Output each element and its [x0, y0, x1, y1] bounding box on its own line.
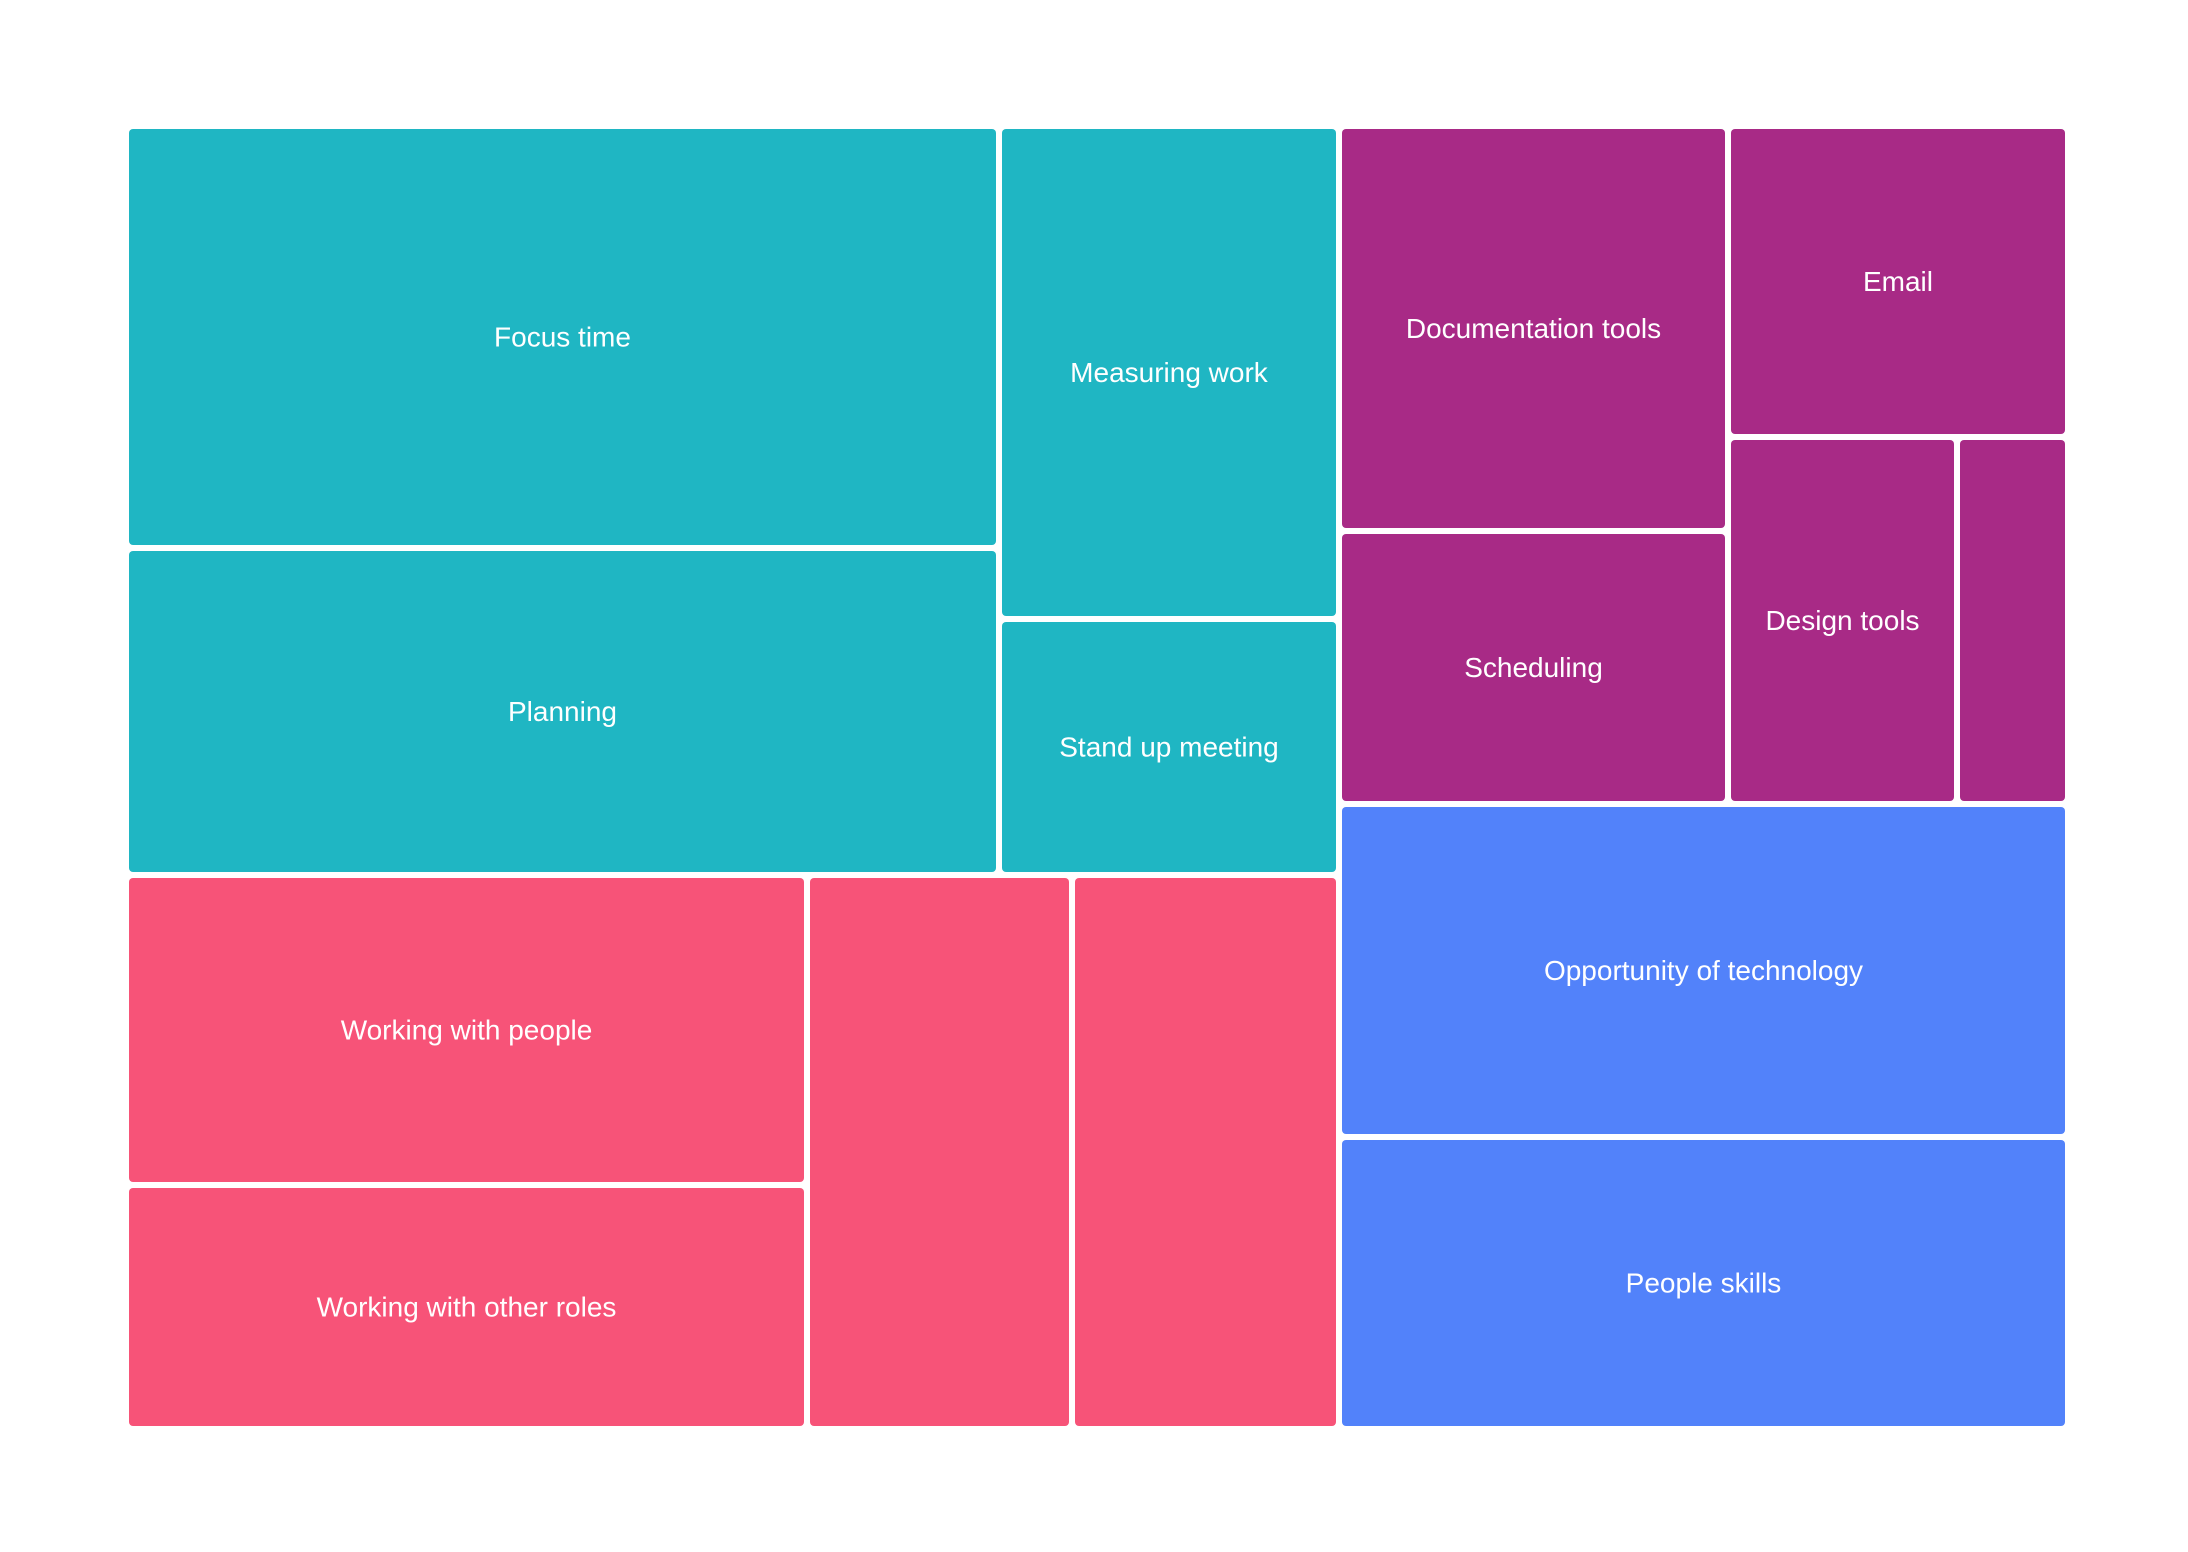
treemap-tile-scheduling[interactable]: Scheduling: [1342, 534, 1725, 801]
treemap-tile-unlabeled-11[interactable]: [810, 878, 1069, 1426]
treemap-label-scheduling: Scheduling: [1464, 652, 1603, 683]
treemap-rect-documentation-tools[interactable]: [1342, 129, 1725, 528]
treemap-tile-design-tools[interactable]: Design tools: [1731, 440, 1954, 801]
treemap-tile-people-skills[interactable]: People skills: [1342, 1140, 2065, 1426]
treemap-rect-measuring-work[interactable]: [1002, 129, 1336, 616]
treemap-rect-unlabeled-8[interactable]: [1960, 440, 2065, 801]
treemap-tile-measuring-work[interactable]: Measuring work: [1002, 129, 1336, 616]
treemap-rect-unlabeled-11[interactable]: [810, 878, 1069, 1426]
treemap-label-focus-time: Focus time: [494, 322, 631, 353]
treemap-tile-working-with-people[interactable]: Working with people: [129, 878, 804, 1182]
treemap-rect-opportunity-of-technology[interactable]: [1342, 807, 2065, 1134]
treemap-tile-unlabeled-8[interactable]: [1960, 440, 2065, 801]
treemap-label-planning: Planning: [508, 696, 617, 727]
treemap-tile-unlabeled-12[interactable]: [1075, 878, 1336, 1426]
treemap-rect-design-tools[interactable]: [1731, 440, 1954, 801]
treemap-rect-unlabeled-12[interactable]: [1075, 878, 1336, 1426]
treemap-rect-planning[interactable]: [129, 551, 996, 872]
treemap-label-stand-up-meeting: Stand up meeting: [1059, 732, 1279, 763]
treemap-rect-focus-time[interactable]: [129, 129, 996, 545]
treemap-rect-working-with-people[interactable]: [129, 878, 804, 1182]
treemap-label-working-with-people: Working with people: [341, 1015, 593, 1046]
treemap-label-design-tools: Design tools: [1765, 605, 1919, 636]
treemap-tile-documentation-tools[interactable]: Documentation tools: [1342, 129, 1725, 528]
treemap-rect-stand-up-meeting[interactable]: [1002, 622, 1336, 872]
treemap-label-email: Email: [1863, 266, 1933, 297]
treemap-rect-email[interactable]: [1731, 129, 2065, 434]
treemap-label-working-with-other-roles: Working with other roles: [317, 1292, 617, 1323]
treemap-tile-working-with-other-roles[interactable]: Working with other roles: [129, 1188, 804, 1426]
treemap-tile-stand-up-meeting[interactable]: Stand up meeting: [1002, 622, 1336, 872]
treemap-rect-working-with-other-roles[interactable]: [129, 1188, 804, 1426]
treemap-rect-people-skills[interactable]: [1342, 1140, 2065, 1426]
treemap-tile-opportunity-of-technology[interactable]: Opportunity of technology: [1342, 807, 2065, 1134]
treemap-tile-planning[interactable]: Planning: [129, 551, 996, 872]
treemap-label-measuring-work: Measuring work: [1070, 357, 1269, 388]
treemap-label-documentation-tools: Documentation tools: [1406, 313, 1661, 344]
treemap-label-people-skills: People skills: [1626, 1268, 1782, 1299]
treemap-label-opportunity-of-technology: Opportunity of technology: [1544, 955, 1863, 986]
treemap-tile-focus-time[interactable]: Focus time: [129, 129, 996, 545]
treemap-rect-scheduling[interactable]: [1342, 534, 1725, 801]
treemap-tile-email[interactable]: Email: [1731, 129, 2065, 434]
